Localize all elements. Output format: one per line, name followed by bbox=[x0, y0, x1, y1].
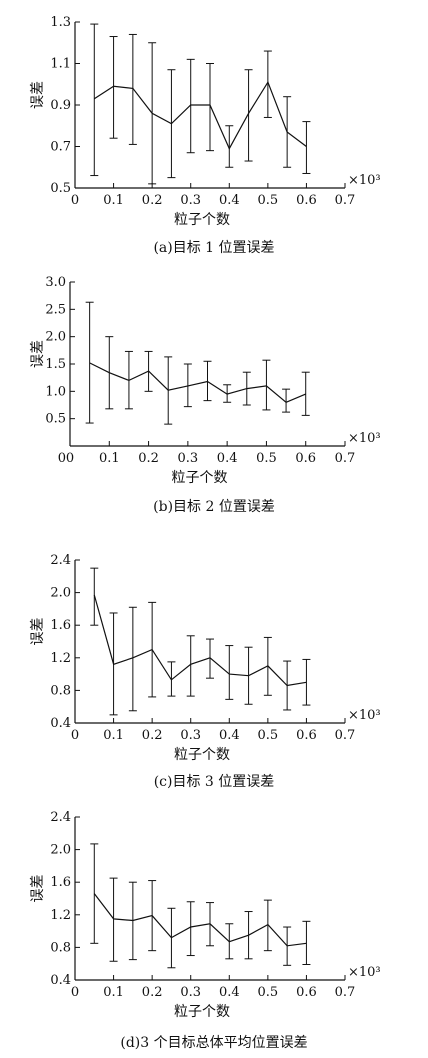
x-tick-label: 0.7 bbox=[335, 193, 356, 208]
y-tick-label: 1.6 bbox=[50, 875, 71, 890]
chart-panel-c: 0 0.1 0.2 0.3 0.4 0.5 0.6 0.7 0.4 0.8 1.2 1.6 2.0 2.4… bbox=[0, 530, 428, 795]
x-axis-label: 粒子个数 bbox=[174, 212, 230, 228]
series-line bbox=[93, 80, 307, 150]
series-line bbox=[89, 362, 306, 403]
x-tick-label: 0.5 bbox=[258, 728, 279, 743]
x-tick-label: 0.4 bbox=[219, 985, 240, 1000]
x-tick-label: 0.5 bbox=[258, 193, 279, 208]
x-tick-label: 0.6 bbox=[296, 985, 317, 1000]
series-line bbox=[93, 594, 307, 687]
y-tick-label: 1.0 bbox=[45, 384, 66, 399]
chart-caption: (b)目标 2 位置误差 bbox=[153, 499, 275, 515]
chart-caption: (a)目标 1 位置误差 bbox=[153, 240, 274, 256]
chart-a: 0 0.1 0.2 0.3 0.4 0.5 0.6 0.7 0.5 0.7 0.9 1.1 1.3 ×10… bbox=[30, 15, 381, 256]
y-tick-label: 0.9 bbox=[50, 98, 71, 113]
x-tick-label: 0.3 bbox=[180, 728, 201, 743]
y-tick-label: 2.0 bbox=[45, 330, 66, 345]
x-tick-label: 0 bbox=[71, 193, 79, 208]
y-tick-label: 0.4 bbox=[50, 716, 71, 731]
x-tick-label: 0.4 bbox=[219, 193, 240, 208]
x-tick-label: 0.6 bbox=[296, 193, 317, 208]
chart-caption: (c)目标 3 位置误差 bbox=[154, 774, 275, 790]
y-tick-label: 1.5 bbox=[45, 357, 66, 372]
x-tick-label: 0.5 bbox=[256, 451, 277, 466]
y-tick-label: 2.4 bbox=[50, 553, 71, 568]
x-tick-label: 0.5 bbox=[258, 985, 279, 1000]
x-multiplier-label: ×10³ bbox=[348, 965, 381, 980]
x-tick-label: 0.1 bbox=[103, 985, 124, 1000]
x-tick-label: 0 bbox=[66, 451, 74, 466]
x-tick-label: 0.2 bbox=[142, 985, 163, 1000]
x-axis-label: 粒子个数 bbox=[172, 470, 228, 486]
y-axis-label: 误差 bbox=[30, 81, 46, 109]
y-tick-label: 2.4 bbox=[50, 810, 71, 825]
y-tick-label: 2.5 bbox=[45, 302, 66, 317]
x-tick-label: 0.3 bbox=[180, 985, 201, 1000]
y-tick-label: 0.8 bbox=[50, 940, 71, 955]
y-tick-label: 3.0 bbox=[45, 275, 66, 290]
x-tick-label: 0.3 bbox=[180, 193, 201, 208]
y-tick-label: 1.6 bbox=[50, 618, 71, 633]
x-tick-label: 0.7 bbox=[335, 728, 356, 743]
y-tick-label: 2.0 bbox=[50, 843, 71, 858]
x-tick-label: 0.2 bbox=[142, 193, 163, 208]
y-tick-label: 2.0 bbox=[50, 586, 71, 601]
x-tick-label: 0.6 bbox=[295, 451, 316, 466]
x-tick-label: 0.4 bbox=[219, 728, 240, 743]
y-axis-label: 误差 bbox=[30, 618, 46, 646]
y-axis-label: 误差 bbox=[30, 875, 46, 903]
chart-d: 0 0.1 0.2 0.3 0.4 0.5 0.6 0.7 0.4 0.8 1.2 1.6 2.0 2.4… bbox=[30, 810, 381, 1051]
y-tick-label: 0.8 bbox=[50, 683, 71, 698]
chart-caption: (d)3 个目标总体平均位置误差 bbox=[120, 1035, 307, 1051]
x-tick-label: 0.1 bbox=[103, 728, 124, 743]
x-multiplier-label: ×10³ bbox=[348, 431, 381, 446]
x-tick-label: 0.2 bbox=[142, 728, 163, 743]
y-axis-label: 误差 bbox=[30, 340, 46, 368]
y-tick-label: 1.1 bbox=[50, 57, 71, 72]
x-multiplier-label: ×10³ bbox=[348, 708, 381, 723]
x-tick-label: 0.4 bbox=[217, 451, 238, 466]
y-tick-label: 1.2 bbox=[50, 651, 71, 666]
x-axis-label: 粒子个数 bbox=[174, 1004, 230, 1020]
chart-c: 0 0.1 0.2 0.3 0.4 0.5 0.6 0.7 0.4 0.8 1.2 1.6 2.0 2.4… bbox=[30, 553, 381, 790]
y-tick-label: 1.3 bbox=[50, 15, 71, 30]
x-tick-label: 0.6 bbox=[296, 728, 317, 743]
x-axis-label: 粒子个数 bbox=[174, 747, 230, 763]
y-tick-label: 0.7 bbox=[50, 140, 71, 155]
x-tick-label: 0.7 bbox=[335, 451, 356, 466]
y-tick-label: 0.5 bbox=[45, 412, 66, 427]
series-line bbox=[93, 893, 307, 947]
x-tick-label: 0.1 bbox=[103, 193, 124, 208]
x-tick-label: 0 bbox=[71, 728, 79, 743]
y-tick-label: 0.4 bbox=[50, 973, 71, 988]
x-tick-label: 0 bbox=[71, 985, 79, 1000]
chart-panel-d: 0 0.1 0.2 0.3 0.4 0.5 0.6 0.7 0.4 0.8 1.2 1.6 2.0 2.4… bbox=[0, 795, 428, 1058]
x-multiplier-label: ×10³ bbox=[348, 173, 381, 188]
x-tick-label: 0.7 bbox=[335, 985, 356, 1000]
chart-b: 0 0.1 0.2 0.3 0.4 0.5 0.6 0.7 0.5 1.0 1.5 2.0 2.5 3.0… bbox=[30, 275, 381, 515]
x-tick-label: 0.3 bbox=[178, 451, 199, 466]
y-tick-label: 1.2 bbox=[50, 908, 71, 923]
chart-panel-a: 0 0.1 0.2 0.3 0.4 0.5 0.6 0.7 0.5 0.7 0.9 1.1 1.3 ×10… bbox=[0, 0, 428, 265]
y-tick-label: 0.5 bbox=[50, 181, 71, 196]
chart-panel-b: 0 0.1 0.2 0.3 0.4 0.5 0.6 0.7 0.5 1.0 1.5 2.0 2.5 3.0… bbox=[0, 265, 428, 530]
x-tick-label: 0.1 bbox=[99, 451, 120, 466]
x-tick-label: 0.2 bbox=[138, 451, 159, 466]
origin-label: 0 bbox=[58, 451, 66, 466]
